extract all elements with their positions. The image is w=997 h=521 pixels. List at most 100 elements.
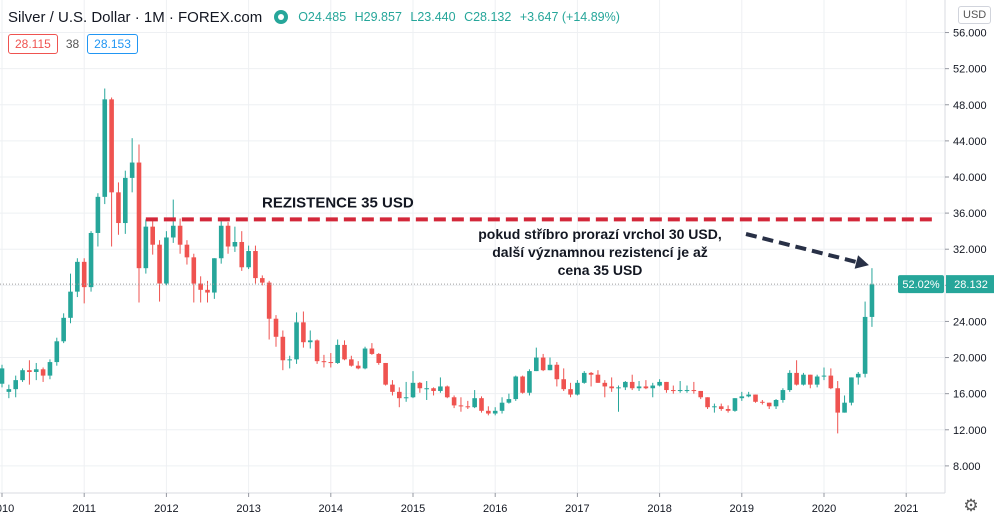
currency-badge[interactable]: USD bbox=[958, 6, 992, 24]
price-tick-label: 24.000 bbox=[953, 316, 987, 328]
candle bbox=[629, 374, 635, 391]
candle bbox=[862, 301, 868, 378]
candle-body bbox=[212, 258, 217, 293]
candle-body bbox=[33, 369, 39, 372]
candle bbox=[575, 380, 580, 396]
candle bbox=[95, 193, 101, 247]
candle-body bbox=[170, 225, 176, 238]
candle-body bbox=[547, 364, 553, 371]
candle-body bbox=[287, 359, 292, 361]
price-tick-label: 48.000 bbox=[953, 100, 987, 112]
candle bbox=[547, 357, 553, 371]
symbol-title[interactable]: Silver / U.S. Dollar · 1M · FOREX.com bbox=[8, 8, 263, 26]
buy-price-button[interactable]: 28.153 bbox=[87, 34, 138, 54]
candle bbox=[753, 394, 758, 403]
candle bbox=[397, 387, 402, 408]
candle-body bbox=[739, 396, 745, 399]
candle bbox=[431, 387, 436, 396]
sell-price-button[interactable]: 28.115 bbox=[8, 34, 58, 54]
percent-change-label: 52.02% bbox=[902, 279, 940, 291]
candle bbox=[657, 379, 662, 387]
candle-body bbox=[616, 387, 621, 389]
candle bbox=[246, 245, 251, 270]
candle bbox=[828, 368, 834, 390]
candle-body bbox=[766, 402, 772, 407]
chart-legend-header: Silver / U.S. Dollar · 1M · FOREX.com O2… bbox=[8, 7, 625, 27]
candle bbox=[81, 258, 87, 304]
candle-body bbox=[718, 406, 724, 410]
candle-body bbox=[492, 410, 498, 414]
open-value: O24.485 bbox=[298, 10, 347, 24]
candle-body bbox=[753, 394, 758, 402]
candle-body bbox=[438, 386, 443, 391]
time-tick-label: 2020 bbox=[812, 503, 836, 515]
candle bbox=[760, 399, 765, 405]
candle bbox=[821, 367, 827, 381]
candle-body bbox=[410, 382, 416, 398]
candle-body bbox=[862, 316, 868, 374]
candle bbox=[534, 347, 539, 372]
candle bbox=[287, 355, 292, 369]
candle-body bbox=[321, 361, 327, 363]
candle-body bbox=[232, 241, 238, 247]
candle-body bbox=[164, 237, 169, 284]
candle-body bbox=[712, 406, 717, 408]
candle bbox=[129, 138, 135, 193]
price-tick-label: 56.000 bbox=[953, 28, 987, 40]
candle-body bbox=[335, 344, 340, 363]
candle bbox=[335, 339, 340, 364]
time-axis[interactable]: 2010 2011 2012 2013 2014 2015 2016 2017 2018 2019… bbox=[0, 493, 918, 515]
time-tick-label: 2021 bbox=[894, 503, 918, 515]
candle-body bbox=[760, 401, 765, 403]
candle-body bbox=[342, 344, 347, 360]
candle-body bbox=[417, 382, 423, 389]
candle bbox=[458, 397, 464, 412]
time-tick-label: 2015 bbox=[401, 503, 425, 515]
candle bbox=[191, 253, 197, 303]
candle-body bbox=[349, 359, 354, 366]
resistance-note: pokud stříbro prorazí vrchol 30 USD, dal… bbox=[478, 226, 722, 278]
candle-body bbox=[575, 382, 580, 395]
candle-body bbox=[307, 340, 313, 343]
candle-body bbox=[842, 402, 847, 413]
candle bbox=[801, 372, 806, 386]
candle bbox=[527, 369, 532, 396]
candle-body bbox=[54, 341, 60, 363]
candle bbox=[671, 385, 676, 394]
candle bbox=[184, 240, 190, 265]
candle-body bbox=[253, 251, 258, 279]
candle-body bbox=[636, 386, 642, 389]
candle-body bbox=[239, 241, 245, 268]
candle-body bbox=[835, 388, 840, 413]
gear-icon[interactable]: ⚙ bbox=[963, 496, 979, 515]
candle-body bbox=[629, 381, 635, 389]
candle bbox=[342, 340, 347, 361]
candle-body bbox=[855, 373, 861, 378]
candle bbox=[677, 381, 683, 393]
candle-body bbox=[246, 251, 251, 268]
time-tick-label: 2016 bbox=[483, 503, 507, 515]
candle bbox=[787, 370, 793, 392]
note-line-3: cena 35 USD bbox=[558, 262, 643, 278]
candle bbox=[102, 88, 108, 205]
candle bbox=[307, 330, 313, 349]
candle-body bbox=[698, 390, 703, 398]
price-tick-label: 44.000 bbox=[953, 136, 987, 148]
time-tick-label: 2011 bbox=[72, 503, 96, 515]
candle-body bbox=[581, 372, 587, 383]
candle bbox=[780, 388, 786, 403]
candle-body bbox=[273, 318, 279, 337]
candle bbox=[27, 360, 32, 385]
percent-change-tag bbox=[898, 275, 944, 294]
candle-body bbox=[527, 371, 532, 393]
candle-body bbox=[691, 390, 697, 392]
candle-body bbox=[664, 381, 669, 391]
live-status-icon[interactable] bbox=[274, 10, 289, 24]
candle bbox=[143, 219, 149, 274]
low-value: L23.440 bbox=[410, 10, 456, 24]
candle bbox=[390, 380, 395, 396]
candle bbox=[198, 276, 203, 303]
price-axis[interactable]: 56.000 52.000 48.000 44.000 40.000 36.000 32.0… bbox=[945, 28, 987, 473]
candle-body bbox=[403, 397, 409, 399]
